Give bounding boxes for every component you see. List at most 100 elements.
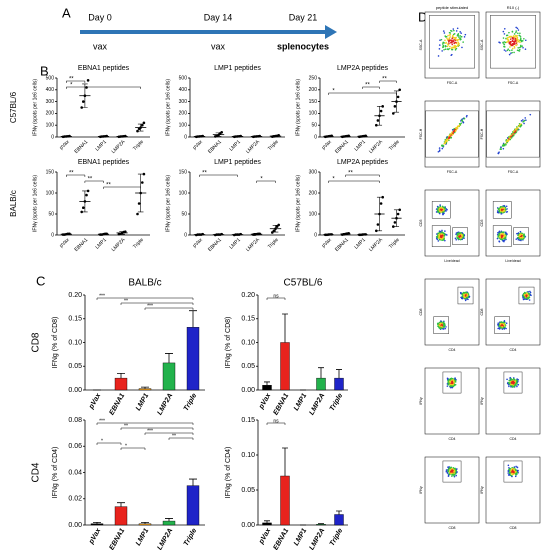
density-dot xyxy=(437,240,439,242)
y-axis-label: IFNγ (spots per 1e6 cells) xyxy=(165,175,171,232)
density-dot xyxy=(517,47,519,49)
x-tick-label: LMP1 xyxy=(228,139,242,153)
x-tick-label: pVax xyxy=(321,237,333,249)
data-point xyxy=(87,79,90,82)
density-dot xyxy=(511,52,513,54)
density-dot xyxy=(439,213,441,215)
density-dot xyxy=(457,234,459,236)
density-dot xyxy=(524,117,526,119)
flow-plot xyxy=(486,279,540,345)
density-dot xyxy=(517,467,519,469)
density-dot xyxy=(459,124,461,126)
chart-title: LMP2A peptides xyxy=(337,65,388,72)
timeline-day: Day 21 xyxy=(289,12,318,22)
density-dot xyxy=(514,33,516,35)
data-point xyxy=(82,206,85,209)
bar xyxy=(281,343,290,391)
arrow-head xyxy=(325,25,337,39)
density-dot xyxy=(506,142,508,144)
x-tick-label: Triple xyxy=(329,392,345,412)
density-dot xyxy=(515,476,517,478)
density-dot xyxy=(511,379,513,381)
y-axis-label: IFNg (% of CD4) xyxy=(52,447,59,499)
density-dot xyxy=(463,294,465,296)
bar xyxy=(163,363,175,390)
y-tick-label: 0.15 xyxy=(68,316,82,323)
density-dot xyxy=(441,230,443,232)
x-tick-label: Triple xyxy=(183,527,199,547)
density-dot xyxy=(439,210,441,212)
density-dot xyxy=(497,232,499,234)
density-dot xyxy=(504,210,506,212)
density-dot xyxy=(450,381,452,383)
chart-title: BALB/c xyxy=(128,278,161,289)
density-dot xyxy=(522,119,524,121)
density-dot xyxy=(455,130,457,132)
density-dot xyxy=(437,323,439,325)
y-axis-label: IFNγ (spots per 1e6 cells) xyxy=(295,175,301,232)
x-tick-label: EBNA1 xyxy=(73,237,89,253)
density-dot xyxy=(518,237,520,239)
bar xyxy=(335,515,344,526)
density-dot xyxy=(512,469,514,471)
density-dot xyxy=(449,40,451,42)
x-tick-label: LMP1 xyxy=(293,527,308,547)
significance-label: ** xyxy=(88,177,93,183)
density-dot xyxy=(447,466,449,468)
density-dot xyxy=(439,208,441,210)
density-dot xyxy=(513,383,515,385)
y-tick-label: 250 xyxy=(309,75,318,81)
density-dot xyxy=(515,466,517,468)
density-dot xyxy=(522,237,524,239)
density-dot xyxy=(509,468,511,470)
y-tick-label: 100 xyxy=(46,190,55,196)
significance-label: ** xyxy=(124,298,128,304)
density-dot xyxy=(506,140,508,142)
y-tick-label: 0.00 xyxy=(68,522,82,529)
flow-y-label: IFNγ xyxy=(419,397,423,405)
density-dot xyxy=(445,326,447,328)
significance-label: * xyxy=(70,83,73,89)
density-dot xyxy=(519,41,521,43)
density-dot xyxy=(510,43,512,45)
density-dot xyxy=(501,207,503,209)
density-dot xyxy=(442,42,444,44)
density-dot xyxy=(514,384,516,386)
data-point xyxy=(136,213,139,216)
density-dot xyxy=(502,240,504,242)
x-tick-label: LMP1 xyxy=(293,392,308,412)
density-dot xyxy=(444,233,446,235)
error-bar xyxy=(141,387,149,388)
density-dot xyxy=(500,232,502,234)
density-dot xyxy=(510,384,512,386)
y-tick-label: 0.10 xyxy=(68,339,82,346)
data-point xyxy=(380,110,383,113)
density-dot xyxy=(446,471,448,473)
density-dot xyxy=(525,292,527,294)
flow-plot xyxy=(425,457,479,523)
significance-label: ** xyxy=(172,433,176,439)
density-dot xyxy=(516,40,518,42)
data-point xyxy=(141,181,144,184)
density-dot xyxy=(463,234,465,236)
x-tick-label: LMP1 xyxy=(135,392,150,412)
density-dot xyxy=(461,36,463,38)
density-dot xyxy=(524,235,526,237)
density-dot xyxy=(518,29,520,31)
flow-x-label: CD4 xyxy=(448,348,455,352)
significance-label: ns xyxy=(273,293,279,299)
density-dot xyxy=(447,472,449,474)
flow-x-label: CD8 xyxy=(448,526,455,530)
density-dot xyxy=(510,381,512,383)
x-tick-label: LMP1 xyxy=(135,527,150,547)
bar xyxy=(263,385,272,390)
significance-label: ** xyxy=(348,171,353,177)
x-tick-label: EBNA1 xyxy=(207,139,223,155)
density-dot xyxy=(497,152,499,154)
density-dot xyxy=(448,41,450,43)
density-dot xyxy=(439,239,441,241)
y-tick-label: 200 xyxy=(309,190,318,196)
density-dot xyxy=(513,52,515,54)
density-dot xyxy=(439,44,441,46)
